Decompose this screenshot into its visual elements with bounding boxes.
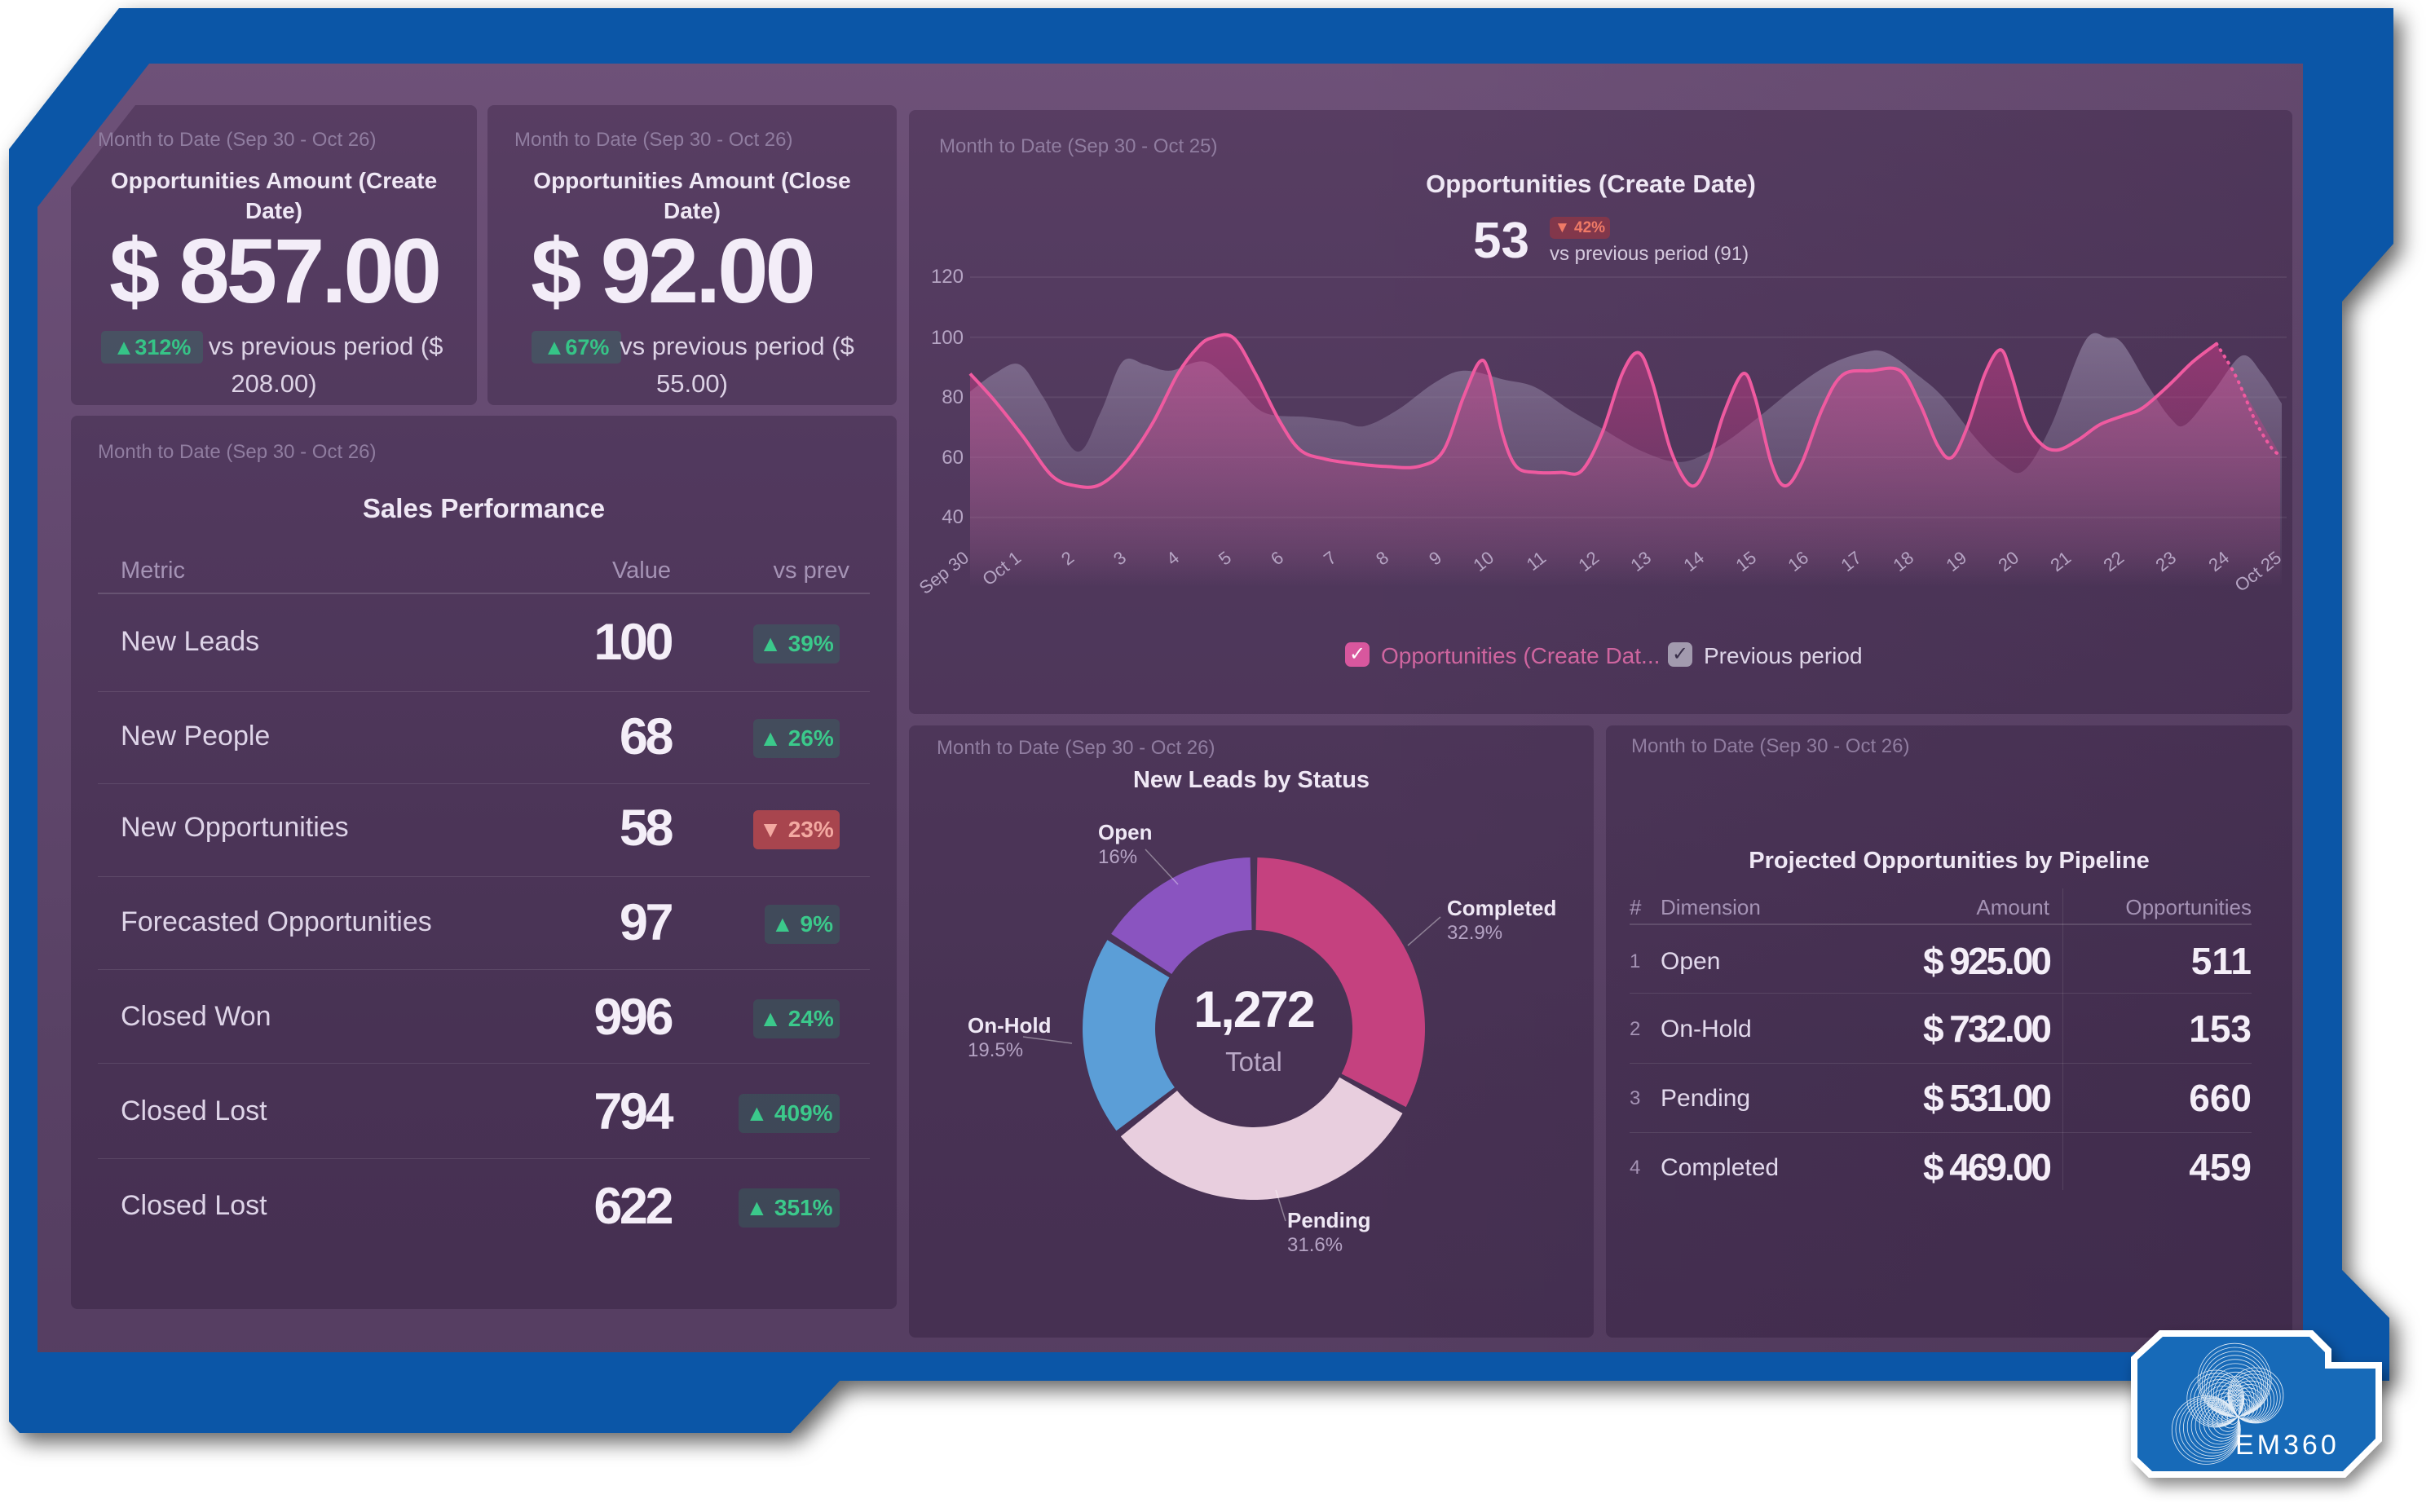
svg-text:Sep 30: Sep 30 bbox=[915, 547, 973, 598]
svg-text:EM360: EM360 bbox=[2235, 1430, 2340, 1461]
